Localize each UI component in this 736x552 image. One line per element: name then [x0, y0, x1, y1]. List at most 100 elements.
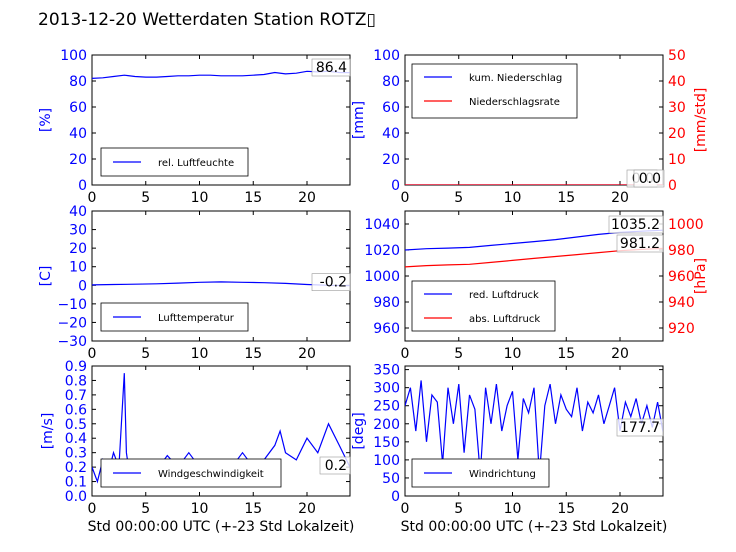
x-tick-label: 5 — [141, 501, 150, 517]
y-tick-label: 0 — [78, 278, 87, 294]
y-tick-right-label: 940 — [668, 295, 695, 311]
last-value-label: 981.2 — [620, 236, 660, 252]
y-axis-label: [C] — [38, 266, 54, 287]
last-value-box — [319, 456, 351, 475]
y-tick-label: 0.7 — [65, 388, 87, 404]
y-tick-label: 60 — [382, 100, 400, 116]
legend-label: Lufttemperatur — [158, 313, 235, 324]
x-axis-label: Std 00:00:00 UTC (+-23 Std Lokalzeit) — [401, 519, 668, 535]
y-tick-label: −30 — [57, 334, 87, 350]
y-tick-right-label: 960 — [668, 269, 695, 285]
y-tick-label: 80 — [69, 74, 87, 90]
last-value-box — [311, 58, 351, 77]
x-tick-label: 10 — [504, 346, 522, 362]
x-tick-label: 5 — [141, 346, 150, 362]
last-value-label: 1035.2 — [611, 217, 660, 233]
y-axis-label: [mm] — [351, 101, 367, 139]
last-value-box — [311, 273, 351, 291]
y-tick-label: 10 — [69, 260, 87, 276]
x-tick-label: 5 — [454, 190, 463, 206]
x-tick-label: 10 — [504, 190, 522, 206]
y-tick-label: 0.6 — [65, 402, 87, 418]
chart-precip: 0 5 10 15 20 0 20 40 60 80 100 0 10 20 30 40 50 [mm] [mm/s… — [351, 48, 709, 206]
y-tick-right-label: 50 — [668, 48, 686, 64]
y-tick-label: 200 — [373, 417, 400, 433]
chart-humidity: 0 5 10 15 20 0 20 40 60 80 100 [%] rel. Luftfeuchte 8… — [38, 48, 351, 206]
y-tick-label: 150 — [373, 435, 400, 451]
y-tick-right-label: 20 — [668, 126, 686, 142]
y-tick-label: 0.5 — [65, 417, 87, 433]
y-tick-label: 0 — [391, 489, 400, 505]
last-value-label: 0.2 — [325, 458, 347, 474]
y-tick-right-label: 40 — [668, 74, 686, 90]
y-tick-label: 20 — [382, 152, 400, 168]
legend-label: Windrichtung — [469, 469, 536, 480]
x-tick-label: 0 — [401, 346, 410, 362]
y-tick-label: 350 — [373, 363, 400, 379]
y-tick-label: 50 — [382, 471, 400, 487]
legend-label: Windgeschwindigkeit — [158, 469, 264, 480]
x-tick-label: 10 — [191, 346, 209, 362]
y-tick-label: −10 — [57, 297, 87, 313]
x-tick-label: 5 — [454, 346, 463, 362]
last-value-label: 177.7 — [620, 420, 660, 436]
x-tick-label: 20 — [298, 190, 316, 206]
y-axis-label: [deg] — [351, 412, 367, 449]
y-tick-right-label: 920 — [668, 321, 695, 337]
x-tick-label: 20 — [611, 346, 629, 362]
y-tick-label: 40 — [69, 126, 87, 142]
x-tick-label: 20 — [611, 501, 629, 517]
y-tick-label: 1020 — [364, 243, 400, 259]
y-tick-label: 1040 — [364, 217, 400, 233]
y-axis-right-label: [hPa] — [693, 258, 709, 294]
x-tick-label: 20 — [611, 190, 629, 206]
y-tick-label: 0.0 — [65, 489, 87, 505]
legend-label: kum. Niederschlag — [469, 73, 562, 84]
y-tick-right-label: 10 — [668, 152, 686, 168]
y-tick-label: 0 — [391, 178, 400, 194]
chart-temp: 0 5 10 15 20 −30 −20 −10 0 10 20 30 40 [C] Lufttempera… — [38, 204, 351, 362]
x-tick-label: 15 — [557, 346, 575, 362]
last-value-box — [616, 234, 664, 253]
y-tick-label: 40 — [69, 204, 87, 220]
y-tick-right-label: 30 — [668, 100, 686, 116]
x-tick-label: 0 — [88, 346, 97, 362]
x-tick-label: 15 — [557, 501, 575, 517]
y-tick-label: 40 — [382, 126, 400, 142]
x-tick-label: 10 — [504, 501, 522, 517]
x-axis-label: Std 00:00:00 UTC (+-23 Std Lokalzeit) — [88, 519, 355, 535]
x-tick-label: 0 — [88, 501, 97, 517]
y-tick-label: 0.8 — [65, 373, 87, 389]
legend-label: Niederschlagsrate — [469, 97, 560, 108]
y-tick-label: −20 — [57, 315, 87, 331]
y-tick-label: 20 — [69, 241, 87, 257]
legend-label: rel. Luftfeuchte — [158, 158, 234, 169]
series-line — [92, 281, 350, 287]
last-value-box — [616, 418, 664, 437]
y-tick-label: 80 — [382, 74, 400, 90]
x-tick-label: 5 — [141, 190, 150, 206]
last-value-label: 0.0 — [639, 171, 661, 187]
y-tick-label: 980 — [373, 295, 400, 311]
y-tick-label: 0.3 — [65, 446, 87, 462]
y-tick-label: 100 — [373, 48, 400, 64]
y-tick-label: 60 — [69, 100, 87, 116]
last-value-label: 86.4 — [316, 60, 347, 76]
legend-box — [411, 63, 578, 119]
y-tick-label: 0.4 — [65, 431, 87, 447]
x-tick-label: 15 — [244, 501, 262, 517]
y-tick-label: 1000 — [364, 269, 400, 285]
x-tick-label: 15 — [557, 190, 575, 206]
y-tick-right-label: 0 — [668, 178, 677, 194]
y-axis-label: [m/s] — [40, 413, 56, 450]
x-tick-label: 15 — [244, 190, 262, 206]
y-tick-label: 300 — [373, 381, 400, 397]
y-tick-label: 0.2 — [65, 460, 87, 476]
y-tick-label: 100 — [373, 453, 400, 469]
y-tick-right-label: 1000 — [668, 217, 704, 233]
series-line — [92, 70, 350, 79]
y-tick-label: 100 — [60, 48, 87, 64]
chart-wind: 0 5 10 15 200.00.10.20.30.40.50.60.70.80.9[m… — [40, 359, 354, 535]
